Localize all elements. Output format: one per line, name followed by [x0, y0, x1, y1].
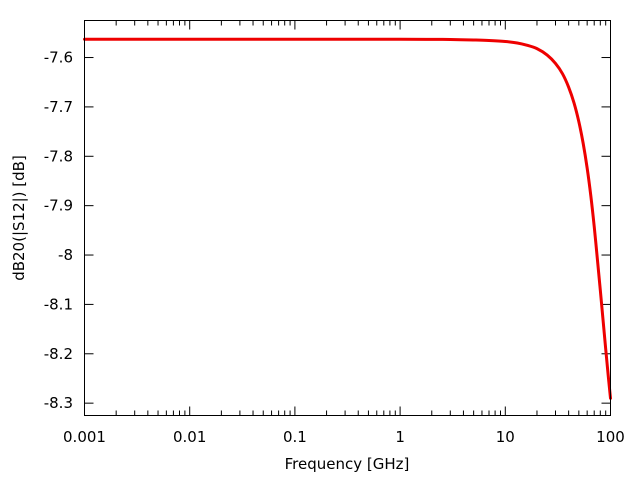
- plot-background: [84, 20, 611, 416]
- x-tick-label: 10: [496, 428, 515, 446]
- y-tick-label: -7.6: [44, 49, 73, 67]
- x-tick-label: 1: [395, 428, 405, 446]
- x-axis-label: Frequency [GHz]: [285, 455, 410, 473]
- y-tick-label: -7.8: [44, 147, 73, 165]
- y-axis-label: dB20(|S12|) [dB]: [10, 155, 28, 281]
- y-tick-label: -7.9: [44, 197, 73, 215]
- y-tick-label: -8.2: [44, 345, 73, 363]
- y-tick-label: -8.3: [44, 394, 73, 412]
- plot-frame: [84, 20, 611, 416]
- y-tick-label: -8: [58, 246, 73, 264]
- x-tick-label: 0.001: [63, 428, 106, 446]
- x-tick-label: 0.1: [283, 428, 307, 446]
- y-tick-label: -7.7: [44, 98, 73, 116]
- series-layer: [83, 37, 612, 400]
- y-tick-label: -8.1: [44, 295, 73, 313]
- series-line: [83, 37, 612, 400]
- x-tick-label: 100: [596, 428, 625, 446]
- tick-labels: 0.001 0.01 0.1 1 10 100 -7.6 -7.7 -7.8 -7.9 -8 -8.1…: [44, 49, 625, 446]
- x-tick-label: 0.01: [173, 428, 206, 446]
